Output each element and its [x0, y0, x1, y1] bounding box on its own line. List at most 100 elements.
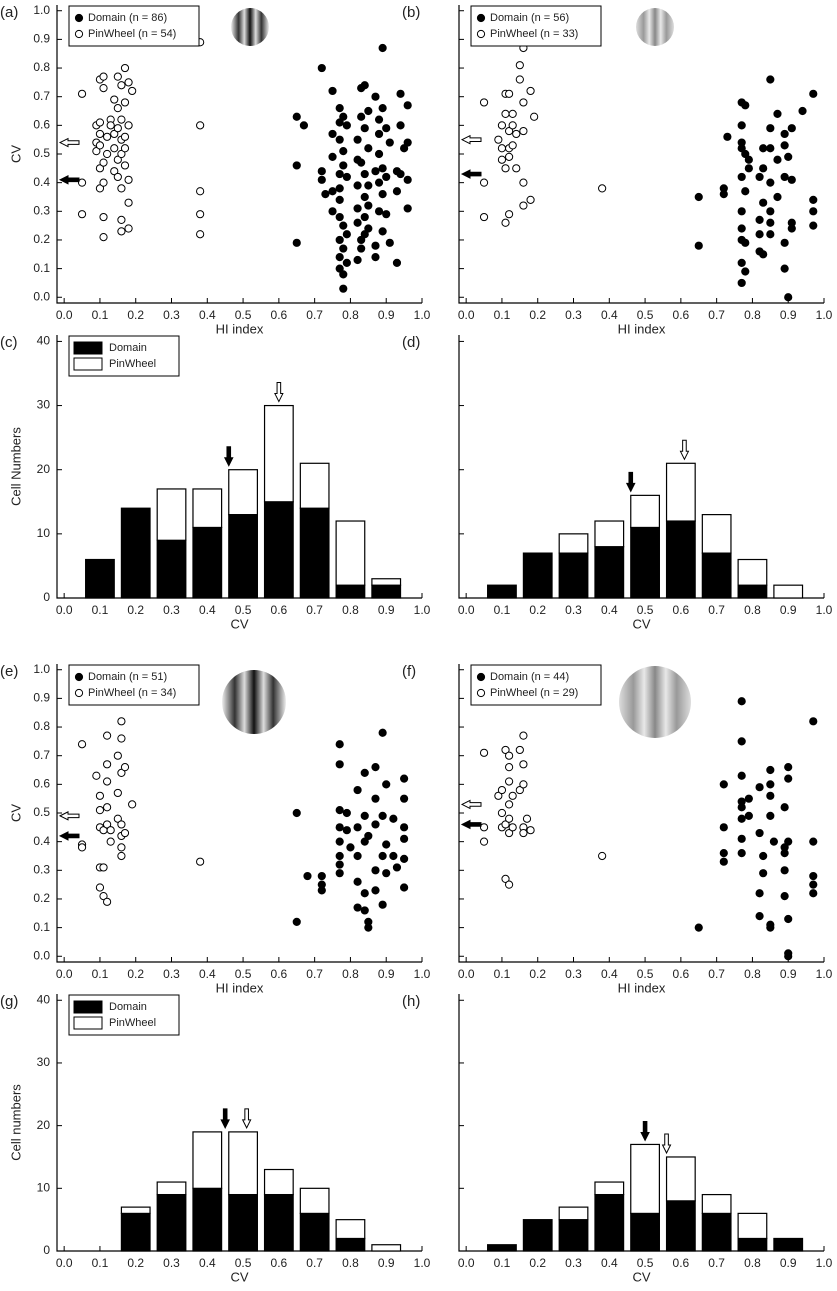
scatter-point [809, 717, 818, 726]
scatter-point [335, 860, 344, 869]
scatter-point [497, 808, 507, 818]
x-axis-label: CV [632, 616, 650, 631]
panel-label: (h) [402, 993, 420, 1010]
scatter-point [501, 874, 510, 884]
scatter-point [494, 135, 503, 144]
scatter-point [95, 184, 105, 193]
x-tick-label: 0.4 [199, 603, 216, 617]
scatter-point [755, 172, 764, 182]
scatter-point [766, 791, 775, 800]
scatter-point [99, 72, 108, 81]
scatter-point [737, 737, 746, 746]
y-tick-label: 0.9 [33, 32, 50, 46]
bar-segment [701, 1193, 732, 1214]
scatter-point [328, 86, 337, 96]
panel-label: (b) [402, 4, 420, 21]
x-tick-label: 0.7 [306, 603, 323, 617]
x-axis-label: HI index [618, 321, 666, 336]
scatter-point [809, 89, 818, 98]
scatter-point [328, 187, 337, 196]
scatter-point [339, 112, 348, 121]
scatter-point [598, 184, 607, 193]
scatter-point [360, 212, 369, 222]
scatter-point [117, 115, 126, 124]
scatter-point [353, 135, 362, 144]
mean-arrow [58, 137, 80, 148]
bar-segment [192, 1131, 223, 1189]
scatter-point [766, 75, 775, 84]
y-tick-label: 0 [43, 590, 50, 604]
scatter-point [773, 155, 782, 164]
scatter-point [335, 169, 344, 179]
axis-line [56, 664, 422, 963]
y-tick-label: 1.0 [33, 662, 50, 676]
scatter-point [371, 167, 380, 176]
grating-inset [619, 666, 691, 738]
y-tick-label: 0.6 [33, 777, 50, 791]
scatter-point [385, 238, 394, 247]
scatter-point [106, 121, 115, 130]
x-axis-label: CV [632, 1269, 650, 1284]
scatter-point [784, 837, 793, 846]
scatter-point [515, 75, 524, 84]
x-tick-label: 0.3 [565, 967, 582, 981]
y-tick-label: 0.1 [33, 261, 50, 275]
bar-segment [120, 1206, 151, 1214]
bar-segment [192, 1187, 223, 1252]
grating-inset [231, 8, 269, 46]
x-tick-label: 0.9 [378, 308, 395, 322]
scatter-point [120, 132, 130, 141]
scatter-point [766, 144, 775, 153]
scatter-point [353, 255, 362, 265]
scatter-point [374, 149, 384, 159]
axis-line [56, 5, 422, 304]
scatter-point [741, 149, 750, 159]
scatter-point [102, 132, 112, 141]
panel: (h) 0.0 0.1 0.2 0.3 0.4 0.5 0.6 0.7 0.8 0.9 1.0 CV [402, 993, 833, 1284]
scatter-point [759, 198, 768, 207]
scatter-point [335, 837, 344, 846]
scatter-point [321, 190, 330, 199]
scatter-point [102, 149, 112, 159]
scatter-point [497, 144, 507, 153]
x-tick-label: 0.4 [601, 1256, 618, 1270]
x-tick-label: 1.0 [414, 967, 431, 981]
scatter-point [396, 169, 405, 179]
bar-segment [522, 1219, 553, 1252]
scatter-point [357, 112, 366, 121]
scatter-point [360, 192, 369, 202]
bar-segment [335, 584, 366, 599]
scatter-point [400, 823, 409, 832]
x-tick-label: 0.9 [378, 967, 395, 981]
x-tick-label: 1.0 [414, 308, 431, 322]
scatter-point [371, 866, 380, 875]
scatter-point [106, 826, 115, 835]
scatter-point [787, 224, 796, 233]
legend-box [68, 5, 200, 47]
legend-label: Domain (n = 56) [490, 12, 569, 24]
scatter-point [392, 863, 402, 872]
scatter-point [508, 823, 517, 832]
mean-arrow [241, 1108, 252, 1130]
scatter-point [77, 89, 87, 98]
scatter-point [780, 803, 789, 812]
bar-segment [487, 1244, 517, 1252]
scatter-point [737, 258, 746, 267]
bar-segment [156, 488, 187, 541]
scatter-point [360, 169, 369, 179]
scatter-point [342, 258, 351, 267]
mean-arrow [58, 831, 80, 841]
x-tick-label: 0.0 [458, 1256, 475, 1270]
mean-arrow [58, 174, 80, 185]
scatter-point [95, 141, 105, 150]
scatter-point [809, 837, 818, 846]
y-tick-label: 30 [37, 398, 51, 412]
scatter-point [335, 264, 344, 273]
x-tick-label: 0.7 [708, 1256, 725, 1270]
scatter-point [374, 178, 384, 187]
x-tick-label: 0.9 [780, 1256, 797, 1270]
scatter-point [755, 912, 764, 921]
x-tick-label: 0.6 [271, 603, 288, 617]
scatter-point [113, 124, 122, 133]
scatter-point [378, 728, 387, 737]
